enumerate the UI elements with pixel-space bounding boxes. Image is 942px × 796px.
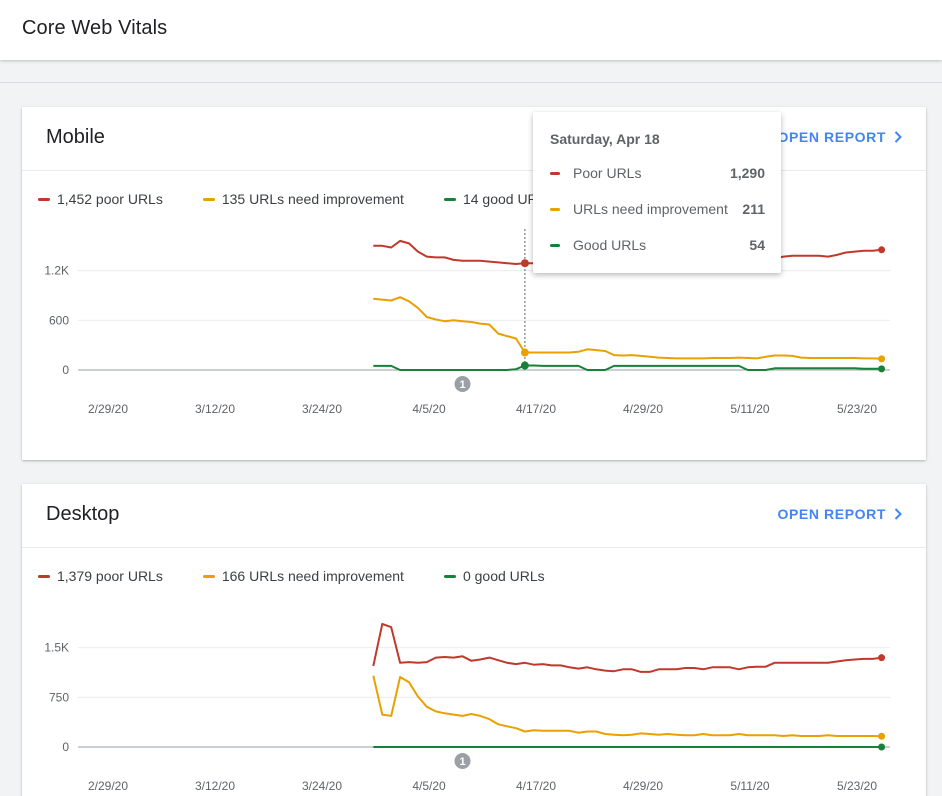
app-header: Core Web Vitals bbox=[0, 0, 942, 60]
tooltip-label: URLs need improvement bbox=[573, 201, 728, 217]
series-endpoint bbox=[878, 732, 886, 740]
tooltip-row-needs-improvement: URLs need improvement 211 bbox=[550, 201, 765, 217]
desktop-chart[interactable]: 0 750 1.5K 2.3K 2/29/20 3/12/20 3/24/20 4/5/20 4… bbox=[22, 604, 926, 796]
header-divider bbox=[0, 82, 942, 83]
x-tick-label: 3/12/20 bbox=[195, 779, 235, 793]
mobile-chart[interactable]: 0 600 1.2K 1.8K 2/29/20 3/12/20 3/24/20 4/5/20 4… bbox=[22, 227, 926, 427]
poor-swatch bbox=[38, 197, 50, 201]
series-endpoint bbox=[878, 743, 886, 751]
y-tick-label: 1.8K bbox=[44, 227, 69, 228]
tooltip-swatch bbox=[550, 171, 560, 175]
hover-point bbox=[520, 348, 529, 357]
legend-item-needs-improvement[interactable]: 135 URLs need improvement bbox=[202, 191, 404, 207]
y-tick-label: 1.2K bbox=[44, 264, 69, 278]
annotation-label: 1 bbox=[459, 756, 465, 768]
legend-item-good[interactable]: 0 good URLs bbox=[443, 568, 545, 584]
desktop-card-title: Desktop bbox=[46, 503, 120, 525]
series-line-poor-urls bbox=[372, 622, 882, 673]
series-endpoint bbox=[878, 654, 886, 662]
x-tick-label: 4/29/20 bbox=[623, 779, 663, 793]
annotation-badge[interactable]: 1 bbox=[454, 753, 471, 769]
desktop-card-header: Desktop OPEN REPORT bbox=[22, 484, 926, 548]
mobile-card-header: Mobile OPEN REPORT bbox=[22, 107, 926, 171]
legend-label-poor: 1,452 poor URLs bbox=[57, 191, 163, 207]
x-tick-label: 3/24/20 bbox=[302, 779, 342, 793]
x-tick-label: 4/5/20 bbox=[412, 402, 446, 416]
tooltip-swatch bbox=[550, 207, 560, 211]
x-tick-label: 5/23/20 bbox=[837, 402, 877, 416]
legend-label-needs-improvement: 135 URLs need improvement bbox=[221, 191, 404, 207]
series-line-good-urls bbox=[373, 364, 882, 371]
series-line-urls-need-improvement bbox=[372, 675, 882, 738]
tooltip-label: Poor URLs bbox=[573, 165, 642, 181]
poor-swatch bbox=[38, 574, 50, 578]
desktop-card: Desktop OPEN REPORT 1,379 poor URLs 166 … bbox=[22, 484, 926, 796]
x-tick-label: 4/29/20 bbox=[623, 402, 663, 416]
annotation-badge[interactable]: 1 bbox=[454, 376, 471, 392]
needs-improvement-swatch bbox=[202, 574, 215, 578]
x-tick-label: 5/11/20 bbox=[730, 402, 769, 416]
mobile-open-report-button[interactable]: OPEN REPORT bbox=[777, 129, 902, 145]
chart-tooltip: Saturday, Apr 18 Poor URLs 1,290 URLs ne… bbox=[533, 112, 781, 273]
tooltip-value: 1,290 bbox=[729, 165, 765, 181]
x-tick-label: 3/24/20 bbox=[302, 402, 342, 416]
tooltip-date: Saturday, Apr 18 bbox=[550, 131, 660, 147]
x-tick-label: 4/17/20 bbox=[516, 779, 556, 793]
x-tick-label: 4/5/20 bbox=[412, 779, 446, 793]
annotation-circle bbox=[454, 753, 471, 769]
annotation-label: 1 bbox=[459, 379, 465, 391]
tooltip-row-poor: Poor URLs 1,290 bbox=[550, 165, 765, 181]
desktop-open-report-button[interactable]: OPEN REPORT bbox=[777, 506, 902, 522]
y-tick-label: 600 bbox=[49, 313, 69, 327]
tooltip-swatch bbox=[550, 243, 560, 247]
legend-label-good: 14 good URLs bbox=[462, 191, 553, 207]
legend-item-poor[interactable]: 1,379 poor URLs bbox=[38, 568, 163, 584]
x-tick-label: 3/12/20 bbox=[195, 402, 235, 416]
y-tick-label: 1.5K bbox=[44, 641, 69, 655]
legend-label-good: 0 good URLs bbox=[462, 568, 545, 584]
tooltip-value: 54 bbox=[749, 237, 765, 253]
hover-point bbox=[520, 259, 529, 268]
legend-item-needs-improvement[interactable]: 166 URLs need improvement bbox=[202, 568, 404, 584]
tooltip-label: Good URLs bbox=[573, 237, 647, 253]
page-title: Core Web Vitals bbox=[22, 17, 168, 39]
open-report-label: OPEN REPORT bbox=[777, 129, 886, 145]
good-swatch bbox=[443, 574, 456, 578]
legend-item-good[interactable]: 14 good URLs bbox=[443, 191, 553, 207]
x-tick-label: 2/29/20 bbox=[88, 402, 128, 416]
x-tick-label: 4/17/20 bbox=[516, 402, 556, 416]
legend-item-poor[interactable]: 1,452 poor URLs bbox=[38, 191, 163, 207]
series-endpoint bbox=[878, 365, 886, 373]
y-tick-label: 0 bbox=[62, 363, 69, 377]
tooltip-value: 211 bbox=[742, 201, 765, 217]
open-report-label: OPEN REPORT bbox=[777, 506, 886, 522]
y-tick-label: 0 bbox=[62, 740, 69, 754]
annotation-circle bbox=[454, 376, 471, 392]
tooltip-row-good: Good URLs 54 bbox=[550, 237, 765, 253]
needs-improvement-swatch bbox=[202, 197, 215, 201]
series-endpoint bbox=[878, 355, 886, 363]
y-tick-label: 2.3K bbox=[44, 604, 69, 605]
chevron-right-icon bbox=[894, 131, 902, 143]
mobile-legend: 1,452 poor URLs 135 URLs need improvemen… bbox=[38, 191, 592, 207]
series-endpoint bbox=[878, 246, 886, 254]
legend-label-needs-improvement: 166 URLs need improvement bbox=[221, 568, 404, 584]
desktop-legend: 1,379 poor URLs 166 URLs need improvemen… bbox=[38, 568, 585, 584]
x-tick-label: 2/29/20 bbox=[88, 779, 128, 793]
good-swatch bbox=[443, 197, 456, 201]
mobile-card: Mobile OPEN REPORT 1,452 poor URLs 135 U… bbox=[22, 107, 926, 460]
x-tick-label: 5/23/20 bbox=[837, 779, 877, 793]
chevron-right-icon bbox=[894, 508, 902, 520]
mobile-card-title: Mobile bbox=[46, 126, 105, 148]
x-tick-label: 5/11/20 bbox=[730, 779, 769, 793]
series-line-urls-need-improvement bbox=[373, 296, 882, 360]
legend-label-poor: 1,379 poor URLs bbox=[57, 568, 163, 584]
hover-point bbox=[520, 361, 529, 370]
y-tick-label: 750 bbox=[49, 690, 69, 704]
